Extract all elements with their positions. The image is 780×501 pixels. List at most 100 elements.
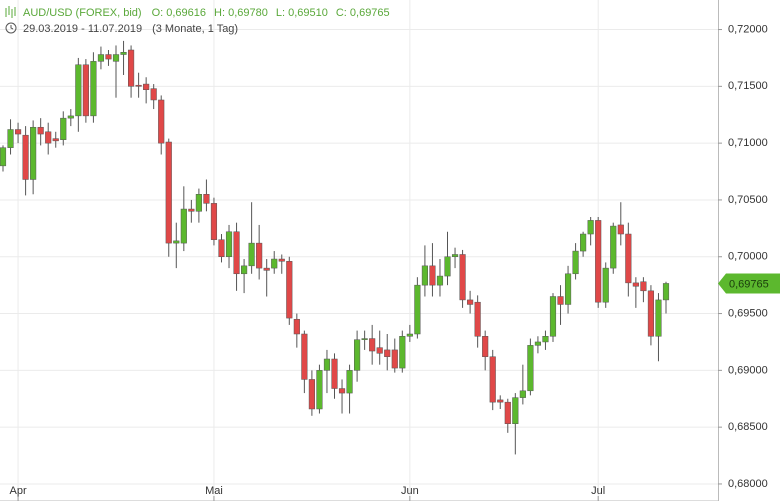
candle-body	[549, 296, 557, 337]
candles	[0, 40, 670, 455]
candle-body	[346, 370, 353, 394]
candle-body	[22, 134, 29, 180]
candle-body	[534, 341, 541, 346]
candle-body	[655, 299, 662, 337]
candle-body	[263, 267, 270, 271]
candle-body	[323, 358, 331, 371]
y-tick-label: 0,72000	[728, 23, 768, 35]
candle-body	[391, 349, 398, 369]
date-range: 29.03.2019 - 11.07.2019	[23, 23, 142, 35]
x-tick-label: Mai	[205, 485, 223, 497]
candle-body	[218, 239, 225, 257]
last-price-label: 0,69765	[729, 278, 769, 290]
candle-body	[519, 390, 526, 398]
candle-body	[331, 358, 338, 389]
y-tick-label: 0,71000	[728, 137, 768, 149]
candle-body	[286, 261, 293, 319]
candle-body	[384, 349, 391, 357]
candle-body	[497, 399, 504, 403]
y-tick-label: 0,68000	[728, 478, 768, 490]
candle-body	[587, 220, 594, 235]
x-tick-label: Jun	[401, 485, 419, 497]
candle-body	[60, 117, 67, 140]
candle-body	[248, 242, 255, 267]
candle-body	[225, 231, 233, 257]
candle-body	[203, 194, 210, 204]
candle-body	[75, 64, 82, 117]
candle-body	[617, 224, 624, 235]
symbol: AUD/USD (FOREX, bid)	[23, 7, 142, 19]
candle-body	[82, 64, 89, 117]
candle-body	[120, 52, 127, 55]
x-tick-label: Jul	[591, 485, 605, 497]
candle-body	[625, 233, 632, 284]
x-tick-label: Apr	[10, 485, 27, 497]
y-tick-label: 0,70000	[728, 251, 768, 263]
candle-body	[45, 131, 52, 144]
y-tick-label: 0,70500	[728, 194, 768, 206]
candle-body	[436, 275, 444, 286]
bars-icon	[5, 6, 16, 18]
candle-body	[180, 208, 187, 244]
candle-body	[647, 290, 655, 337]
candle-body	[105, 54, 112, 60]
candle-body	[451, 254, 459, 257]
candle-body	[640, 281, 647, 292]
clock-icon	[5, 22, 17, 34]
candle-body	[399, 336, 406, 369]
candle-body	[241, 265, 248, 275]
candle-body	[580, 233, 587, 252]
candle-body	[293, 318, 300, 335]
candle-body	[308, 379, 315, 410]
candle-body	[256, 242, 263, 269]
candle-body	[316, 370, 323, 410]
candle-body	[369, 338, 376, 352]
candle-body	[30, 126, 37, 180]
candle-body	[37, 126, 44, 135]
candle-body	[165, 141, 172, 244]
candle-body	[112, 54, 120, 62]
candle-body	[406, 333, 413, 337]
y-tick-label: 0,68500	[728, 421, 768, 433]
candle-body	[7, 129, 14, 148]
candle-body	[0, 147, 7, 167]
candle-body	[564, 273, 572, 305]
candle-body	[595, 220, 602, 303]
candle-body	[527, 345, 534, 392]
candle-body	[128, 49, 135, 87]
y-tick-label: 0,69500	[728, 307, 768, 319]
candle-body	[210, 203, 218, 240]
candle-body	[444, 256, 451, 277]
candle-body	[474, 301, 481, 337]
candle-body	[504, 401, 511, 424]
candle-body	[610, 225, 617, 269]
candle-body	[97, 54, 105, 62]
candle-body	[278, 258, 285, 262]
last-price-marker	[718, 273, 780, 294]
candle-body	[195, 194, 202, 212]
y-tick-label: 0,69000	[728, 364, 768, 376]
candle-body	[602, 267, 609, 303]
candle-body	[376, 347, 383, 354]
ohlc-label: L: 0,69510	[276, 7, 328, 19]
candle-body	[301, 333, 308, 380]
candle-body	[482, 336, 489, 357]
candle-body	[421, 265, 428, 286]
candle-body	[67, 115, 74, 119]
candle-body	[338, 388, 346, 394]
candle-body	[632, 282, 639, 287]
candle-body	[354, 339, 361, 371]
candle-body	[143, 83, 150, 90]
candle-body	[173, 240, 180, 244]
y-tick-label: 0,71500	[728, 80, 768, 92]
candle-body	[414, 284, 421, 335]
candle-body	[271, 258, 278, 269]
candle-body	[467, 299, 474, 305]
candle-body	[158, 99, 165, 144]
candle-body	[233, 231, 240, 275]
candle-body	[459, 254, 466, 301]
candle-body	[52, 138, 59, 142]
period: (3 Monate, 1 Tag)	[152, 23, 238, 35]
